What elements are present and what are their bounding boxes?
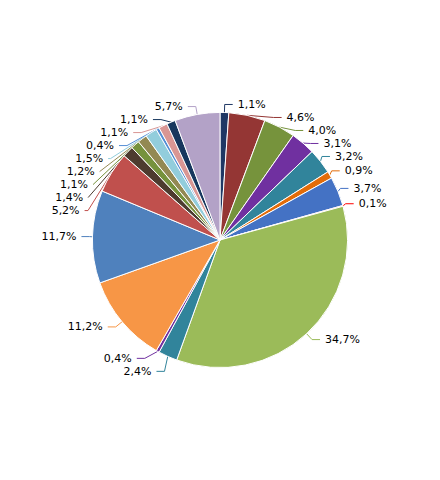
svg-text:1,1%: 1,1% xyxy=(60,178,88,191)
svg-text:0,9%: 0,9% xyxy=(345,164,373,177)
svg-text:4,6%: 4,6% xyxy=(287,111,315,124)
svg-text:34,7%: 34,7% xyxy=(325,333,360,346)
svg-text:0,4%: 0,4% xyxy=(104,352,132,365)
svg-text:0,4%: 0,4% xyxy=(86,139,114,152)
svg-text:1,1%: 1,1% xyxy=(100,126,128,139)
svg-text:1,5%: 1,5% xyxy=(75,152,103,165)
svg-text:5,7%: 5,7% xyxy=(155,100,183,113)
svg-text:1,2%: 1,2% xyxy=(67,165,95,178)
svg-text:1,1%: 1,1% xyxy=(238,98,266,111)
svg-text:1,4%: 1,4% xyxy=(55,191,83,204)
svg-text:3,2%: 3,2% xyxy=(335,150,363,163)
svg-text:1,1%: 1,1% xyxy=(120,113,148,126)
svg-text:0,1%: 0,1% xyxy=(359,197,387,210)
svg-text:2,4%: 2,4% xyxy=(124,365,152,378)
svg-text:11,7%: 11,7% xyxy=(41,230,76,243)
svg-text:3,1%: 3,1% xyxy=(323,137,351,150)
svg-text:11,2%: 11,2% xyxy=(68,320,103,333)
svg-text:5,2%: 5,2% xyxy=(52,204,80,217)
svg-text:4,0%: 4,0% xyxy=(308,124,336,137)
svg-text:3,7%: 3,7% xyxy=(353,182,381,195)
